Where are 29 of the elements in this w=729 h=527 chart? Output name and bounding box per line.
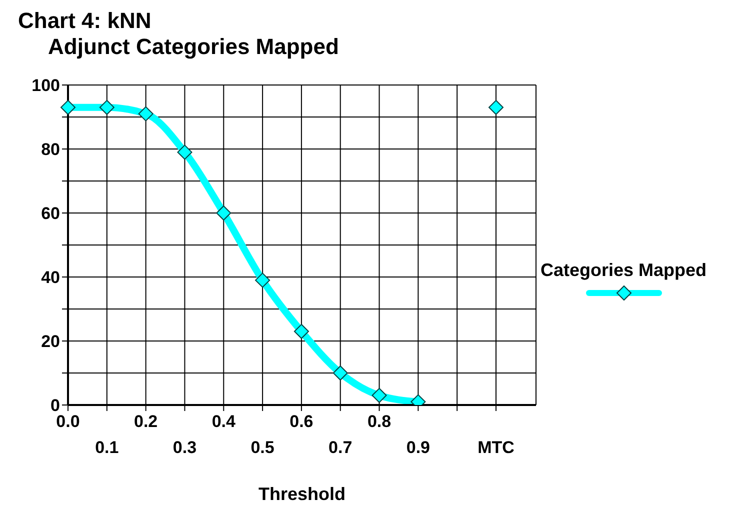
x-tick-label: 0.7: [328, 438, 352, 457]
x-tick-label: 0.5: [250, 438, 274, 457]
point: [216, 206, 232, 220]
x-tick-label: 0.8: [367, 412, 392, 431]
x-tick-label: 0.1: [95, 438, 119, 457]
x-axis-title: Threshold: [258, 484, 346, 504]
y-tick-label: 60: [41, 204, 60, 224]
point: [138, 106, 154, 122]
point: [99, 100, 114, 115]
x-tick-label: 0.4: [212, 412, 236, 431]
x-tick-label: 0.2: [134, 412, 158, 431]
y-tick-label: 100: [32, 76, 60, 96]
chart-title: Chart 4: kNN: [18, 8, 152, 34]
point: [177, 144, 192, 160]
point: [255, 272, 270, 288]
y-tick-label: 80: [41, 140, 60, 160]
point: [332, 366, 348, 380]
point: [488, 100, 504, 115]
x-tick-label: 0.6: [290, 412, 314, 431]
y-tick-label: 20: [41, 332, 60, 352]
point: [294, 324, 309, 339]
y-tick-label: 40: [41, 268, 60, 288]
point: [60, 100, 76, 115]
x-tick-label: 0.9: [406, 438, 430, 457]
chart-subtitle: Adjunct Categories Mapped: [48, 34, 340, 60]
text: Categories Mapped: [539, 260, 708, 281]
x-tick-label: 0.3: [172, 438, 197, 457]
point: [372, 388, 387, 403]
x-tick-label: MTC: [478, 438, 514, 457]
